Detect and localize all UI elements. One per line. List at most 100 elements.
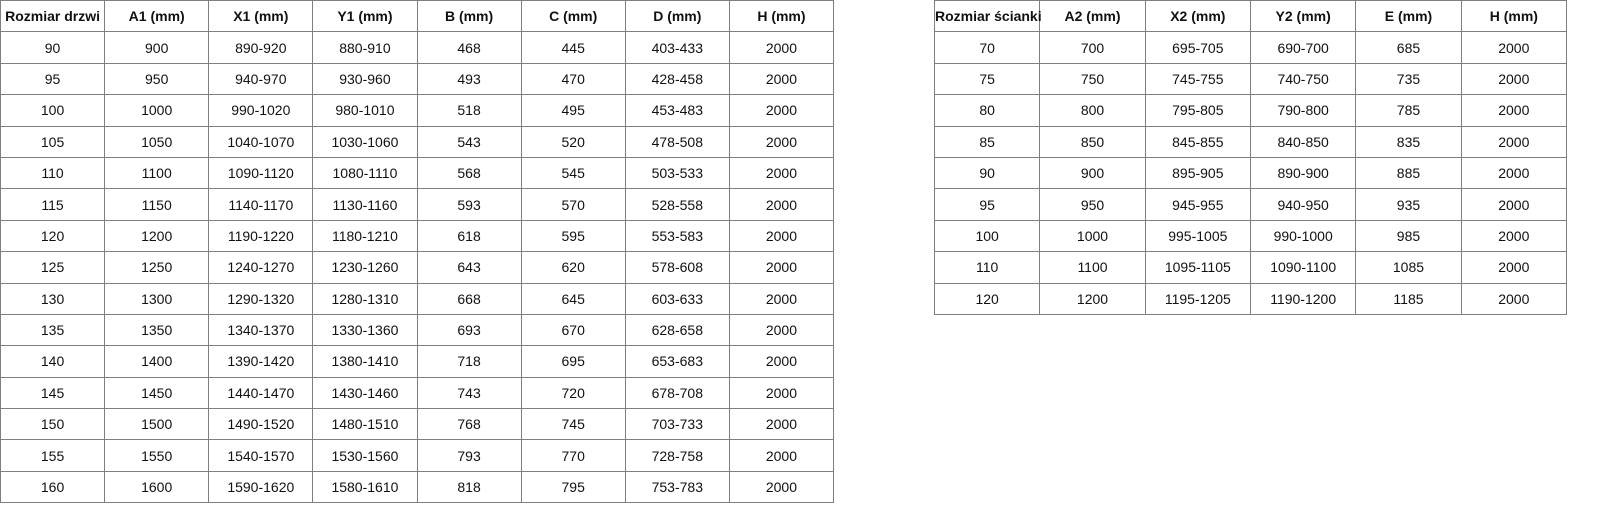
table-row: 110 1100 1095-1105 1090-1100 1085 2000 (933, 251, 1568, 284)
table-cell: 1100 (104, 156, 210, 190)
table-cell: 445 (520, 31, 626, 64)
header-row: Rozmiar drzwi A1 (mm) X1 (mm) Y1 (mm) B (mm)… (0, 0, 835, 33)
table-cell: 160 (0, 470, 106, 504)
table-cell: 1330-1360 (312, 313, 418, 347)
table-cell: 985 (1355, 219, 1462, 253)
table-cell: 1000 (104, 94, 210, 127)
table-cell: 980-1010 (312, 94, 418, 127)
door-size-table: Rozmiar drzwi A1 (mm) X1 (mm) Y1 (mm) B (mm)… (0, 0, 835, 504)
table-cell: 990-1020 (208, 94, 314, 127)
table-cell: 120 (0, 219, 106, 253)
table-cell: 700 (1039, 31, 1146, 64)
table-cell: 528-558 (624, 188, 730, 221)
table-cell: 618 (416, 219, 522, 253)
table-cell: 1390-1420 (208, 345, 314, 378)
table-cell: 1185 (1355, 282, 1462, 315)
table-cell: 1490-1520 (208, 408, 314, 441)
table-cell: 900 (1039, 156, 1146, 190)
table-cell: 1380-1410 (312, 345, 418, 378)
table-cell: 1230-1260 (312, 251, 418, 284)
table-cell: 880-910 (312, 31, 418, 64)
column-header: X2 (mm) (1144, 0, 1251, 33)
table-cell: 140 (0, 345, 106, 378)
table-cell: 1440-1470 (208, 376, 314, 410)
table-cell: 1500 (104, 408, 210, 441)
table-cell: 75 (933, 62, 1041, 96)
table-cell: 1280-1310 (312, 282, 418, 315)
table-cell: 900 (104, 31, 210, 64)
table-cell: 110 (0, 156, 106, 190)
table-cell: 1190-1220 (208, 219, 314, 253)
table-cell: 690-700 (1249, 31, 1357, 64)
table-cell: 1000 (1039, 219, 1146, 253)
table-cell: 685 (1355, 31, 1462, 64)
table-cell: 695 (520, 345, 626, 378)
table-cell: 1080-1110 (312, 156, 418, 190)
table-row: 105 1050 1040-1070 1030-1060 543 520 478-508 20… (0, 125, 835, 158)
table-cell: 1190-1200 (1249, 282, 1357, 315)
table-cell: 100 (0, 94, 106, 127)
table-cell: 1540-1570 (208, 439, 314, 472)
table-cell: 1200 (104, 219, 210, 253)
table-cell: 2000 (728, 282, 835, 315)
table-cell: 718 (416, 345, 522, 378)
table-cell: 890-900 (1249, 156, 1357, 190)
table-cell: 818 (416, 470, 522, 504)
column-header: Rozmiar ścianki (933, 0, 1042, 33)
table-cell: 80 (933, 94, 1041, 127)
table-row: 125 1250 1240-1270 1230-1260 643 620 578-608 20… (0, 251, 835, 284)
table-cell: 1085 (1355, 251, 1462, 284)
table-row: 150 1500 1490-1520 1480-1510 768 745 703-733 20… (0, 408, 835, 441)
table-row: 155 1550 1540-1570 1530-1560 793 770 728-758 20… (0, 439, 835, 472)
table-cell: 790-800 (1249, 94, 1357, 127)
table-cell: 1350 (104, 313, 210, 347)
table-cell: 453-483 (624, 94, 730, 127)
table-cell: 2000 (728, 408, 835, 441)
table-cell: 578-608 (624, 251, 730, 284)
table-cell: 770 (520, 439, 626, 472)
table-cell: 2000 (728, 156, 835, 190)
column-header: H (mm) (728, 0, 835, 33)
table-cell: 628-658 (624, 313, 730, 347)
table-cell: 1580-1610 (312, 470, 418, 504)
table-cell: 403-433 (624, 31, 730, 64)
table-cell: 495 (520, 94, 626, 127)
table-cell: 1240-1270 (208, 251, 314, 284)
table-cell: 543 (416, 125, 522, 158)
table-cell: 2000 (728, 313, 835, 347)
table-cell: 90 (0, 31, 106, 64)
table-cell: 1050 (104, 125, 210, 158)
table-cell: 130 (0, 282, 106, 315)
table-cell: 753-783 (624, 470, 730, 504)
table-cell: 793 (416, 439, 522, 472)
table-cell: 1480-1510 (312, 408, 418, 441)
table-cell: 1590-1620 (208, 470, 314, 504)
table-cell: 470 (520, 62, 626, 96)
table-cell: 2000 (728, 439, 835, 472)
wall-size-table: Rozmiar ścianki A2 (mm) X2 (mm) Y2 (mm) E (m… (933, 0, 1568, 315)
table-cell: 595 (520, 219, 626, 253)
table-cell: 493 (416, 62, 522, 96)
table-cell: 70 (933, 31, 1041, 64)
table-row: 160 1600 1590-1620 1580-1610 818 795 753-783 20… (0, 470, 835, 504)
column-header: Y1 (mm) (312, 0, 418, 33)
table-cell: 545 (520, 156, 626, 190)
table-cell: 795-805 (1144, 94, 1251, 127)
table-cell: 2000 (728, 62, 835, 96)
table-cell: 1100 (1039, 251, 1146, 284)
table-cell: 2000 (728, 188, 835, 221)
table-cell: 1340-1370 (208, 313, 314, 347)
table-cell: 2000 (1460, 31, 1568, 64)
table-cell: 110 (933, 251, 1041, 284)
table-cell: 620 (520, 251, 626, 284)
table-cell: 105 (0, 125, 106, 158)
table-cell: 795 (520, 470, 626, 504)
table-row: 95 950 940-970 930-960 493 470 428-458 2000 (0, 62, 835, 96)
table-cell: 930-960 (312, 62, 418, 96)
table-row: 90 900 890-920 880-910 468 445 403-433 2000 (0, 31, 835, 64)
table-cell: 745-755 (1144, 62, 1251, 96)
table-cell: 950 (1039, 188, 1146, 221)
table-cell: 643 (416, 251, 522, 284)
table-cell: 1030-1060 (312, 125, 418, 158)
table-cell: 1095-1105 (1144, 251, 1251, 284)
